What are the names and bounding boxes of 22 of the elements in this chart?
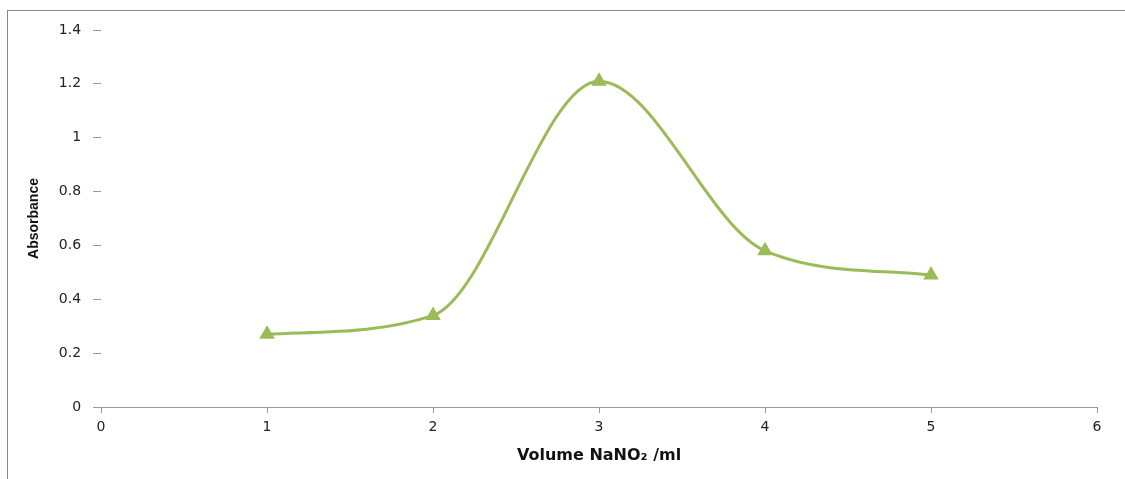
x-axis-title: Volume NaNO₂ /ml (516, 444, 682, 464)
point (757, 241, 773, 256)
y-tick-label: 1.2 (58, 74, 82, 91)
y-tick-label: 0 (72, 397, 82, 414)
x-tick-label: 6 (1092, 418, 1102, 435)
x-tick-label: 4 (760, 418, 770, 435)
y-tick-label: 0.2 (58, 343, 82, 360)
point (425, 306, 441, 320)
y-tick-label: 1.4 (58, 20, 82, 37)
x-tick-label: 5 (926, 418, 936, 435)
point (923, 266, 939, 280)
y-tick-label: 0.8 (58, 182, 82, 199)
y-tick-label: 0.6 (58, 236, 82, 253)
x-tick-label: 3 (594, 418, 604, 435)
y-tick-label: 1 (72, 128, 82, 145)
x-tick-label: 0 (96, 418, 106, 435)
y-tick-label: 0.4 (58, 289, 82, 306)
point (591, 72, 607, 86)
x-tick-label: 1 (262, 418, 272, 435)
y-axis-title: Absorbance (25, 177, 42, 259)
x-tick-label: 2 (428, 418, 438, 435)
point (259, 325, 275, 339)
